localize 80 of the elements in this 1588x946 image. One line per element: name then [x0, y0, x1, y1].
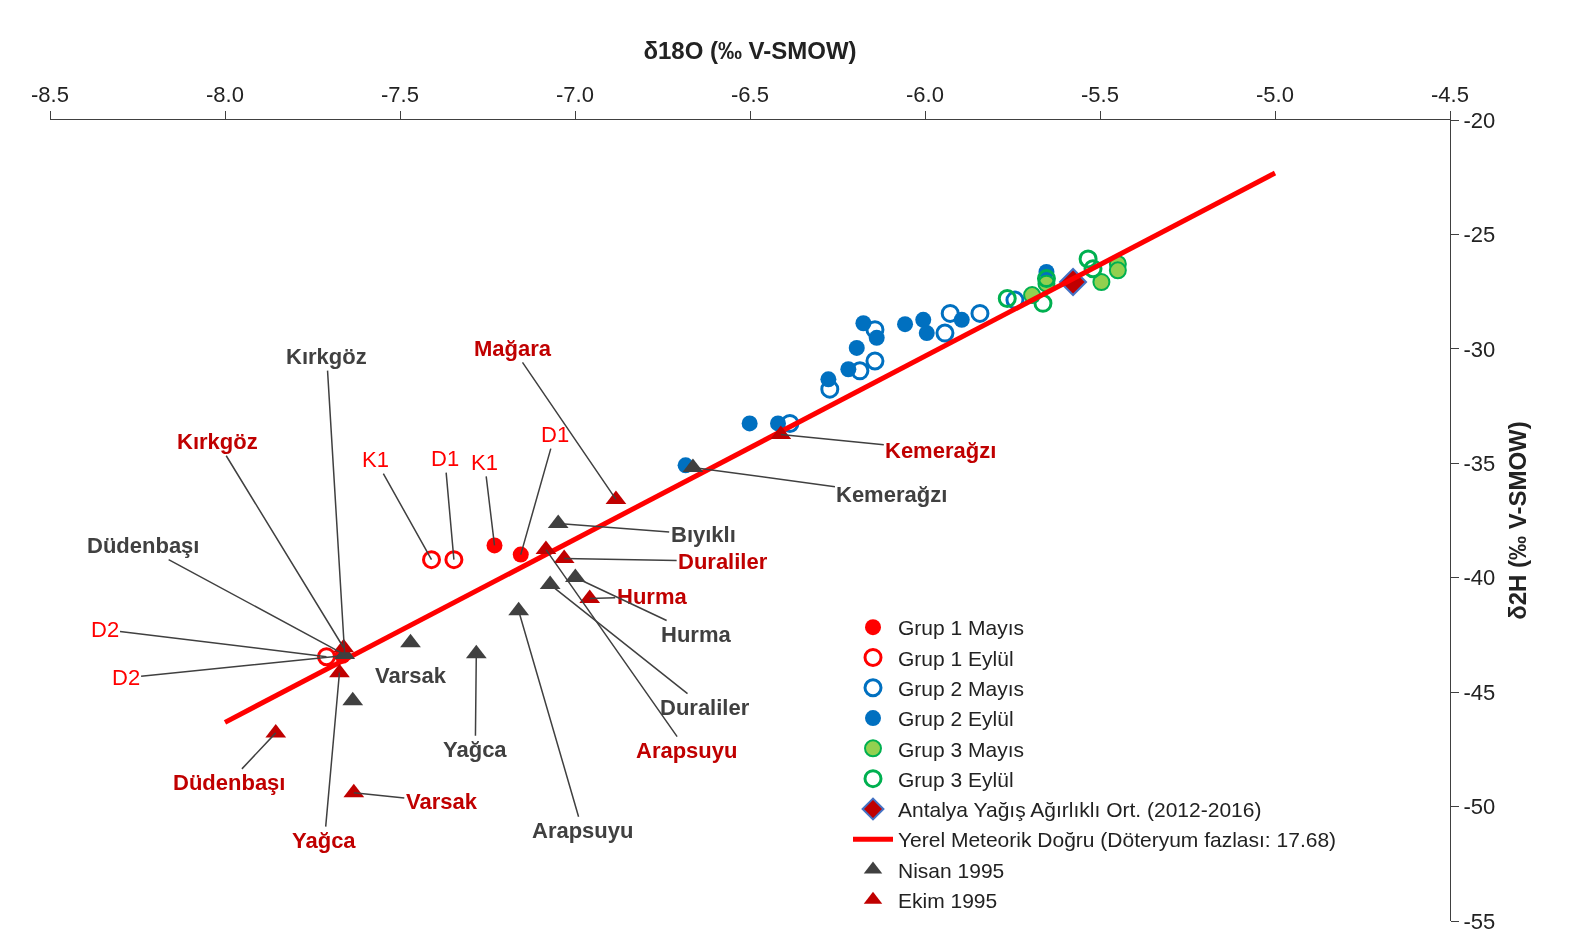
legend-label: Grup 3 Eylül [898, 767, 1014, 791]
annotation: Kemerağzı [836, 482, 948, 507]
point [486, 537, 503, 554]
point [444, 550, 464, 570]
annotation: Düdenbaşı [87, 533, 200, 558]
x-tick-label: -6.0 [906, 82, 944, 108]
annotation: D1 [431, 446, 460, 471]
annotation: Kırkgöz [286, 344, 367, 369]
annotation: Yağca [443, 737, 508, 762]
x-tick-label: -7.5 [381, 82, 419, 108]
x-tick-label: -8.5 [31, 82, 69, 108]
point [820, 379, 840, 399]
annotation: D1 [541, 422, 570, 447]
point [918, 325, 935, 342]
y-tick-label: -30 [1463, 336, 1496, 362]
x-tick-label: -6.5 [731, 82, 769, 108]
point [1108, 261, 1127, 280]
legend-label: Grup 3 Mayıs [898, 737, 1025, 761]
point [512, 546, 529, 563]
point [329, 663, 350, 678]
x-tick-label: -4.5 [1431, 82, 1469, 108]
annotation: Duraliler [660, 695, 750, 720]
y-tick-label: -20 [1463, 107, 1496, 133]
legend-label: Grup 2 Mayıs [898, 676, 1025, 700]
point [997, 289, 1017, 308]
annotation: Varsak [406, 789, 478, 814]
y-tick-label: -25 [1463, 222, 1496, 248]
annotation: Duraliler [678, 549, 768, 574]
annotation: D2 [112, 665, 141, 690]
legend-label: Antalya Yağış Ağırlıklı Ort. (2012-2016) [898, 798, 1262, 822]
point [741, 415, 758, 432]
annotation: K1 [471, 450, 498, 475]
point [953, 311, 970, 328]
y-tick-label: -45 [1463, 679, 1496, 705]
point [1092, 273, 1111, 292]
annotation: Yağca [292, 828, 357, 853]
annotation: Mağara [474, 336, 552, 361]
point [868, 329, 885, 346]
annotation: Varsak [375, 663, 447, 688]
legend-label: Grup 1 Eylül [898, 646, 1014, 670]
legend-label: Nisan 1995 [898, 858, 1005, 882]
point [940, 303, 960, 323]
legend-label: Grup 1 Mayıs [898, 616, 1025, 640]
point [422, 550, 441, 570]
annotation: Kırkgöz [177, 429, 258, 454]
point [970, 303, 990, 323]
annotation: D2 [91, 617, 120, 642]
point [935, 323, 955, 343]
x-tick-label: -8.0 [206, 82, 244, 108]
annotation: Arapsuyu [532, 818, 634, 843]
annotation: K1 [362, 447, 389, 472]
legend-label: Ekim 1995 [898, 889, 998, 913]
point [855, 315, 872, 332]
annotation: Bıyıklı [671, 522, 736, 547]
annotation: Hurma [661, 622, 732, 647]
point [915, 311, 932, 328]
x-tick-label: -7.0 [556, 82, 594, 108]
point [848, 339, 865, 356]
point [897, 316, 914, 333]
y-tick-label: -35 [1463, 450, 1496, 476]
y-tick-label: -50 [1463, 794, 1496, 820]
point [1036, 269, 1056, 289]
annotation: Kemerağzı [885, 438, 997, 463]
annotation: Hurma [617, 584, 688, 609]
x-tick-label: -5.0 [1256, 82, 1294, 108]
point [1078, 249, 1098, 269]
point [820, 371, 837, 388]
point [840, 361, 857, 378]
x-axis-title: δ18O (‰ V-SMOW) [643, 37, 857, 65]
point [850, 361, 870, 381]
legend-label: Yerel Meteorik Doğru (Döteryum fazlası: 17.68) [898, 828, 1337, 852]
y-axis-title: δ2H (‰ V-SMOW) [1504, 421, 1532, 620]
y-tick-label: -55 [1463, 908, 1496, 934]
x-tick-label: -5.5 [1081, 82, 1119, 108]
annotation: Düdenbaşı [173, 770, 286, 795]
point [400, 633, 421, 648]
annotation: Arapsuyu [636, 738, 738, 763]
point [865, 351, 885, 371]
legend-label: Grup 2 Eylül [898, 707, 1014, 731]
y-tick-label: -40 [1463, 565, 1496, 591]
